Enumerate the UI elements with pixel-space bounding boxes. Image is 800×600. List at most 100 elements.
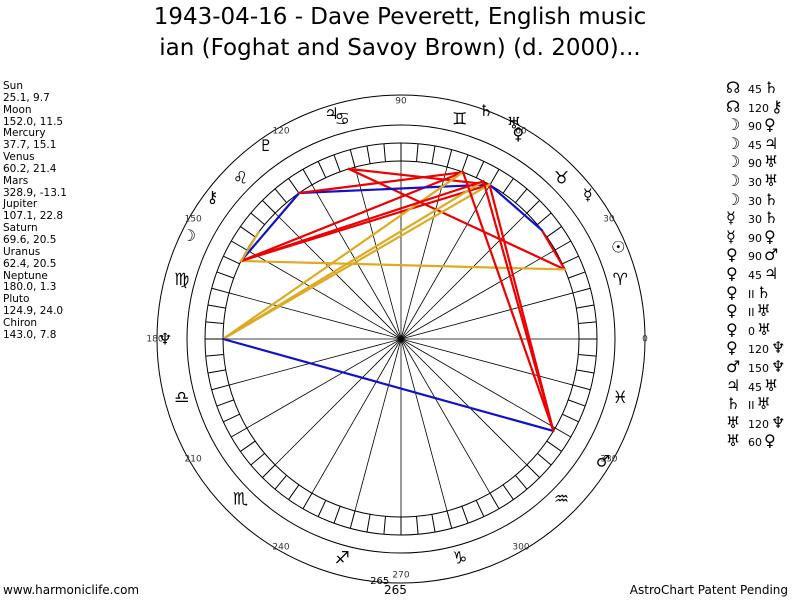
degree-tick (562, 255, 579, 265)
aspect-line (461, 171, 555, 433)
radial-spoke (246, 338, 402, 429)
degree-tick (333, 506, 341, 524)
planet-name-saturn: Saturn (3, 222, 38, 235)
degree-tick (537, 212, 552, 225)
aspect-planet-glyph: ☽ (726, 152, 741, 172)
degree-tick (568, 271, 586, 279)
aspect-planet-glyph: ♆ (771, 338, 786, 358)
degree-tick (211, 287, 230, 294)
degree-tick (568, 399, 586, 407)
title-line-1: 1943-04-16 - Dave Peverett, English musi… (153, 4, 647, 30)
planet-name-uranus: Uranus (3, 245, 41, 258)
zodiac-sign-glyph: ♌ (233, 168, 248, 188)
aspect-angle: 120 (748, 101, 769, 115)
planet-coords-mercury: 37.7, 15.1 (3, 139, 57, 152)
radial-spoke (400, 338, 528, 466)
planet-name-sun: Sun (3, 80, 23, 92)
degree-tick (349, 149, 356, 168)
radial-spoke (400, 338, 448, 512)
aspect-row: ☿ 30 ♄ (726, 209, 785, 228)
radial-spoke (354, 166, 402, 340)
planet-name-pluto: Pluto (3, 293, 30, 306)
degree-tick (461, 506, 469, 524)
planet-glyphs: ☉ ☽ ☿ ♀ ♂ ♃ ♄ ♅ ♆ ♇ ⚷ (158, 101, 626, 471)
radial-spoke (274, 338, 402, 466)
aspect-planet-glyph: ♅ (757, 319, 772, 339)
degree-tick (502, 484, 514, 500)
degree-tick (446, 149, 453, 168)
radial-spoke (354, 338, 402, 512)
degree-tick (274, 475, 287, 490)
degree-tick (526, 200, 540, 214)
zodiac-sign-glyph: ♉ (554, 168, 569, 188)
aspect-list: ☊ 45 ♄ ☊ 120 ⚷ ☽ 90 ♀ ☽ 45 ♃ ☽ 90 ♅ ☽ 30 ♅ ☽ 30 ♄ ☿ 30 ♄ ☿ 90 ♀ ♀ 90… (726, 78, 786, 451)
degree-tick (446, 510, 453, 529)
degree-tick (554, 427, 571, 438)
bottom-degree-marker: 265 (370, 576, 389, 587)
radial-spoke (311, 338, 402, 494)
aspect-row: ♀ 45 ♃ (726, 264, 785, 284)
degree-tick (515, 475, 528, 490)
radial-spoke (246, 249, 402, 340)
planet-name-moon: Moon (3, 103, 32, 116)
aspect-line (239, 230, 260, 263)
footer-credit: AstroChart Patent Pending (629, 583, 788, 597)
aspect-angle: 90 (748, 250, 762, 264)
degree-tick (489, 169, 500, 186)
zodiac-sign-glyph: ♑ (452, 548, 467, 568)
planet-coords-venus: 60.2, 21.4 (3, 162, 57, 175)
aspect-row: ♂ 150 ♆ (726, 357, 785, 377)
degree-label: 0 (642, 335, 648, 345)
aspect-row: ♀ 0 ♅ (726, 319, 785, 340)
degree-label: 240 (272, 542, 289, 552)
degree-tick (578, 321, 597, 324)
aspect-angle: 90 (748, 231, 762, 245)
degree-tick (537, 453, 552, 466)
aspect-planet-glyph: ♃ (764, 133, 779, 153)
planet-coords-sun: 25.1, 9.7 (3, 91, 50, 104)
aspect-row: ☽ 90 ♀ (726, 116, 785, 135)
radial-spoke (400, 338, 491, 494)
degree-tick (416, 516, 419, 535)
footer-website: www.harmoniclife.com (3, 583, 140, 597)
sun-glyph: ☉ (611, 237, 625, 256)
aspect-angle: 30 (748, 175, 762, 189)
degree-tick (317, 161, 327, 178)
degree-tick (317, 500, 327, 517)
aspect-angle: 45 (748, 268, 762, 282)
planet-name-mercury: Mercury (3, 127, 46, 140)
degree-tick (461, 154, 469, 172)
aspect-planet-glyph: ⚷ (771, 96, 783, 116)
aspect-planet-glyph: ♀ (726, 245, 738, 265)
degree-tick (489, 492, 500, 509)
aspect-angle: 90 (748, 157, 762, 171)
degree-tick (223, 413, 240, 423)
aspect-angle: II (748, 306, 755, 320)
planet-coords-mars: 328.9, -13.1 (3, 186, 67, 199)
degree-tick (302, 492, 313, 509)
aspect-planet-glyph: ♄ (764, 189, 779, 209)
aspect-line (540, 229, 566, 271)
aspect-line (239, 180, 485, 263)
degree-tick (562, 413, 579, 423)
venus-glyph: ♀ (512, 125, 524, 144)
planet-name-venus: Venus (3, 151, 35, 164)
jupiter-glyph: ♃ (324, 104, 338, 123)
aspect-line (239, 191, 301, 263)
aspect-planet-glyph: ♄ (764, 208, 779, 228)
radial-spoke (400, 212, 528, 340)
saturn-glyph: ♄ (479, 101, 493, 120)
aspect-planet-glyph: ☽ (726, 115, 741, 135)
aspect-planet-glyph: ♄ (726, 394, 741, 414)
planet-position-list: Sun 25.1, 9.7 Moon 152.0, 11.5 Mercury 37.7, … (3, 80, 67, 342)
radial-spoke (400, 338, 556, 429)
degree-tick (572, 287, 591, 294)
zodiac-sign-glyph: ♓ (613, 388, 628, 408)
chart-title: 1943-04-16 - Dave Peverett, English musi… (0, 2, 800, 64)
degree-tick (240, 440, 256, 452)
aspect-row: ☊ 120 ⚷ (726, 96, 785, 117)
degree-tick (366, 514, 371, 533)
degree-tick (274, 188, 287, 203)
degree-tick (216, 271, 234, 279)
